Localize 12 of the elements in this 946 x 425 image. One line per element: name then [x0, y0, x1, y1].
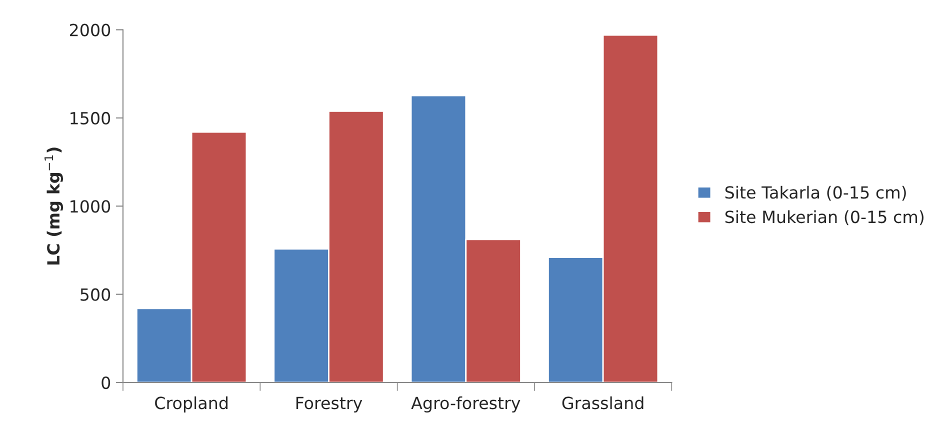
y-tick-label: 1000 [70, 200, 110, 213]
y-tick-label: 0 [102, 376, 110, 390]
legend-label: Site Takarla (0-15 cm) [725, 186, 906, 201]
y-tick-label: 1500 [70, 112, 110, 125]
x-tick-label: Grassland [562, 396, 644, 410]
x-tick-label: Agro-forestry [411, 396, 520, 413]
y-tick-label: 500 [80, 288, 110, 301]
x-tick-label: Forestry [296, 396, 362, 413]
y-axis-title: LC (mg kg$^{−1}$) [44, 148, 64, 265]
y-tick-label: 2000 [70, 24, 110, 36]
x-tick-label: Cropland [155, 396, 228, 413]
legend-label: Site Mukerian (0-15 cm) [725, 210, 924, 226]
